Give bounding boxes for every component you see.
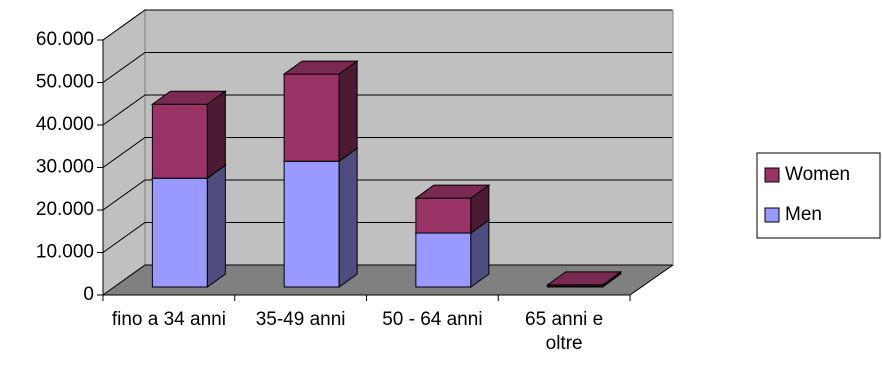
y-tick-label: 60.000 (36, 29, 94, 50)
x-tick-label: 35-49 anni (255, 309, 346, 330)
bar-front (283, 160, 340, 288)
legend-swatch (764, 207, 780, 223)
floor-edge (629, 264, 674, 296)
bar-front (151, 103, 208, 179)
y-tick-label: 40.000 (36, 114, 94, 135)
grid-line (102, 137, 672, 168)
y-tick-label: 20.000 (36, 199, 94, 220)
bar-front (415, 197, 472, 234)
grid-line (102, 94, 672, 126)
bar-side (338, 60, 358, 163)
grid-line (102, 52, 672, 83)
grid-line (102, 264, 672, 296)
bar-top (414, 184, 491, 199)
legend-label: Men (785, 204, 822, 225)
x-tick-label: fino a 34 anni (111, 309, 226, 330)
y-tick-label: 50.000 (36, 72, 94, 93)
grid-line (102, 9, 672, 41)
y-tick-label: 30.000 (36, 157, 94, 178)
bar-front (151, 177, 208, 288)
grid-line (102, 179, 672, 211)
legend-swatch (764, 167, 780, 183)
bar-front (283, 73, 340, 162)
x-tick-label: 50 - 64 anni (382, 309, 483, 330)
bar-top (282, 60, 359, 75)
legend (756, 152, 881, 239)
floor (103, 265, 673, 295)
bar-top (546, 271, 623, 286)
grid-line (102, 222, 672, 253)
bar-front (415, 232, 472, 288)
bar-top (150, 90, 227, 105)
legend-label: Women (785, 164, 850, 185)
y-tick-label: 10.000 (36, 242, 94, 263)
x-tick-label: 65 anni e oltre (525, 309, 604, 354)
bar-side (338, 147, 358, 288)
bar-side (206, 164, 226, 288)
y-tick-label: 0 (83, 284, 94, 305)
bar-side (206, 90, 226, 180)
